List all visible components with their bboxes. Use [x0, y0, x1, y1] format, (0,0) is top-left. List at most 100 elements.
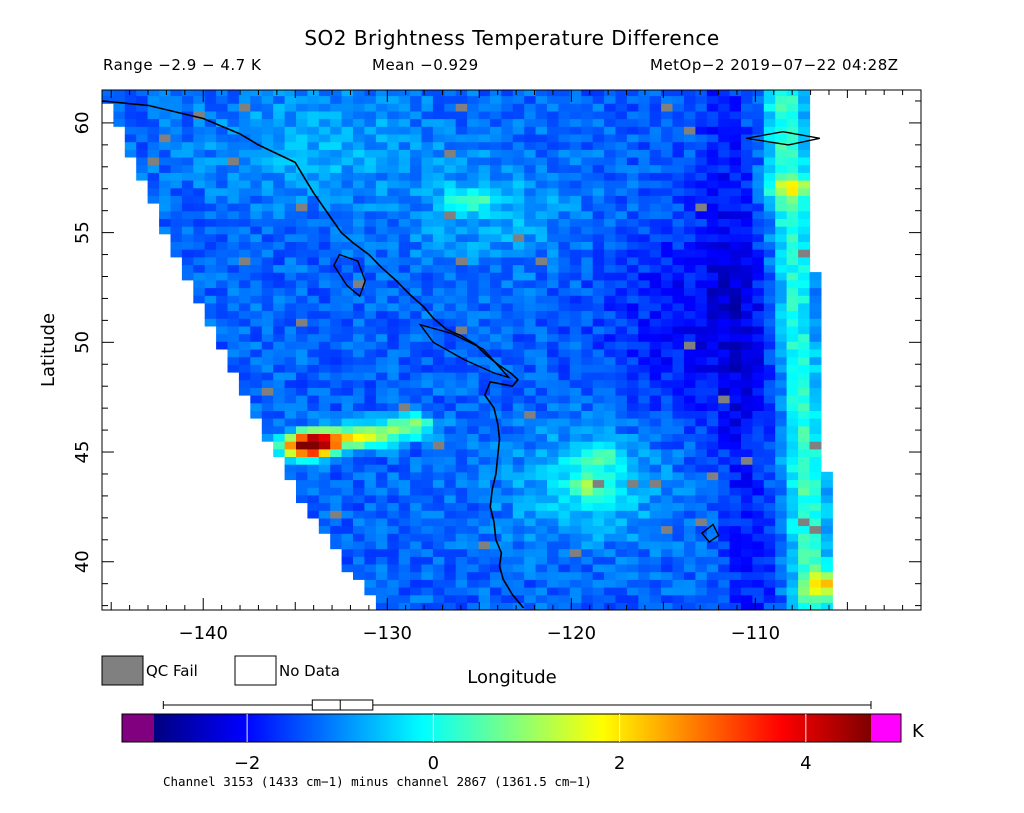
heatmap-cell: [741, 433, 753, 442]
heatmap-cell: [524, 325, 537, 335]
heatmap-cell: [261, 272, 274, 281]
heatmap-cell: [638, 256, 651, 266]
heatmap-cell: [638, 118, 651, 127]
heatmap-cell: [706, 325, 719, 335]
heatmap-cell: [592, 540, 605, 550]
heatmap-cell: [307, 348, 320, 358]
heatmap-cell: [341, 318, 354, 327]
heatmap-cell: [136, 141, 149, 150]
heatmap-cell: [410, 264, 423, 273]
heatmap-cell: [467, 395, 480, 404]
heatmap-cell: [387, 425, 400, 434]
heatmap-cell: [444, 156, 457, 166]
heatmap-cell: [364, 556, 377, 565]
heatmap-cell: [581, 379, 594, 388]
heatmap-cell: [638, 195, 651, 204]
heatmap-cell: [330, 90, 343, 97]
heatmap-cell: [752, 563, 765, 573]
heatmap-cell: [524, 395, 537, 404]
heatmap-cell: [786, 126, 799, 135]
heatmap-cell: [375, 471, 388, 481]
heatmap-cell: [786, 587, 799, 596]
heatmap-cell: [786, 133, 799, 143]
heatmap-cell: [501, 318, 514, 327]
heatmap-cell: [273, 448, 286, 457]
heatmap-cell: [535, 418, 548, 427]
heatmap-cell: [501, 502, 514, 511]
heatmap-cell: [524, 418, 537, 427]
heatmap-cell: [364, 448, 377, 457]
qc-fail-cell: [353, 279, 365, 289]
heatmap-cell: [238, 318, 251, 327]
heatmap-cell: [695, 379, 708, 388]
heatmap-cell: [604, 241, 617, 250]
heatmap-cell: [284, 164, 297, 173]
heatmap-cell: [615, 587, 628, 596]
heatmap-cell: [296, 433, 308, 442]
heatmap-cell: [467, 425, 480, 434]
heatmap-cell: [592, 264, 605, 273]
heatmap-cell: [204, 249, 217, 258]
heatmap-cell: [444, 494, 457, 504]
heatmap-cell: [512, 494, 525, 504]
heatmap-cell: [706, 602, 719, 610]
heatmap-cell: [364, 579, 377, 588]
heatmap-cell: [238, 295, 251, 304]
heatmap-cell: [398, 548, 411, 557]
heatmap-cell: [820, 540, 833, 550]
heatmap-cell: [250, 141, 263, 150]
heatmap-cell: [375, 310, 388, 319]
heatmap-cell: [501, 594, 514, 603]
heatmap-cell: [364, 571, 377, 580]
heatmap-cell: [387, 156, 400, 166]
heatmap-cell: [763, 172, 776, 181]
heatmap-cell: [330, 172, 343, 181]
heatmap-cell: [524, 387, 537, 396]
heatmap-cell: [432, 548, 445, 557]
heatmap-cell: [490, 90, 502, 97]
heatmap-cell: [490, 587, 502, 596]
heatmap-cell: [159, 95, 172, 104]
heatmap-cell: [387, 103, 400, 112]
heatmap-cell: [250, 364, 263, 373]
heatmap-cell: [330, 517, 343, 527]
heatmap-cell: [684, 302, 696, 312]
heatmap-cell: [227, 295, 240, 304]
heatmap-cell: [284, 371, 297, 381]
heatmap-cell: [375, 295, 388, 304]
heatmap-cell: [387, 110, 400, 120]
heatmap-cell: [478, 325, 491, 335]
colorbar-unit: K: [912, 721, 925, 742]
heatmap-cell: [444, 318, 457, 327]
heatmap-cell: [273, 249, 286, 258]
heatmap-cell: [581, 325, 594, 335]
heatmap-cell: [695, 594, 708, 603]
heatmap-cell: [706, 464, 719, 473]
heatmap-cell: [672, 533, 685, 542]
heatmap-cell: [524, 571, 537, 580]
heatmap-cell: [410, 540, 423, 550]
heatmap-cell: [307, 379, 320, 388]
heatmap-cell: [661, 110, 674, 120]
heatmap-cell: [649, 310, 662, 319]
heatmap-cell: [330, 318, 343, 327]
heatmap-cell: [604, 371, 617, 381]
heatmap-cell: [604, 456, 617, 465]
heatmap-cell: [478, 279, 491, 289]
heatmap-cell: [204, 172, 217, 181]
heatmap-cell: [638, 525, 651, 534]
heatmap-cell: [307, 510, 320, 519]
heatmap-cell: [455, 418, 468, 427]
heatmap-cell: [592, 510, 605, 519]
heatmap-cell: [672, 310, 685, 319]
heatmap-cell: [604, 356, 617, 365]
heatmap-cell: [467, 310, 480, 319]
heatmap-cell: [421, 348, 434, 358]
heatmap-cell: [307, 279, 320, 289]
heatmap-cell: [307, 233, 320, 242]
heatmap-cell: [318, 448, 331, 457]
heatmap-cell: [763, 226, 776, 235]
heatmap-cell: [604, 164, 617, 173]
heatmap-cell: [649, 502, 662, 511]
heatmap-cell: [421, 118, 434, 127]
